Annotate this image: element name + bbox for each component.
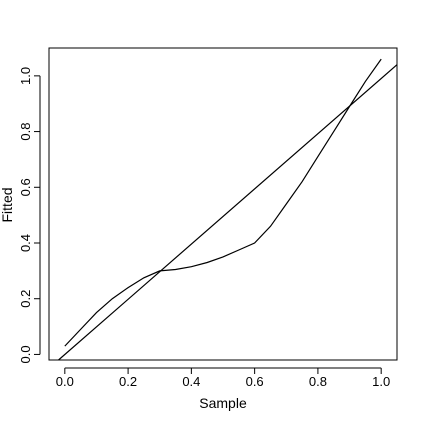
- x-tick-label: 0.4: [182, 374, 200, 389]
- x-axis-title: Sample: [199, 395, 247, 411]
- fitted-curve: [64, 58, 382, 347]
- x-tick-label: 0.6: [246, 374, 264, 389]
- x-tick-label: 0.8: [309, 374, 327, 389]
- y-axis-title: Fitted: [0, 187, 15, 222]
- reference-line: [58, 64, 398, 361]
- plot-frame: [48, 47, 398, 361]
- y-tick-label: 0.2: [18, 290, 33, 308]
- plot-area: [48, 47, 398, 361]
- y-tick-label: 1.0: [18, 67, 33, 85]
- x-tick-label: 1.0: [372, 374, 390, 389]
- y-tick-label: 0.4: [18, 234, 33, 252]
- y-tick-label: 0.6: [18, 178, 33, 196]
- y-axis: 0.0 0.2 0.4 0.6 0.8 1.0: [18, 67, 41, 363]
- x-tick-label: 0.2: [119, 374, 137, 389]
- x-tick-label: 0.0: [56, 374, 74, 389]
- x-axis: 0.0 0.2 0.4 0.6 0.8 1.0: [56, 367, 390, 389]
- y-tick-label: 0.0: [18, 345, 33, 363]
- y-tick-label: 0.8: [18, 123, 33, 141]
